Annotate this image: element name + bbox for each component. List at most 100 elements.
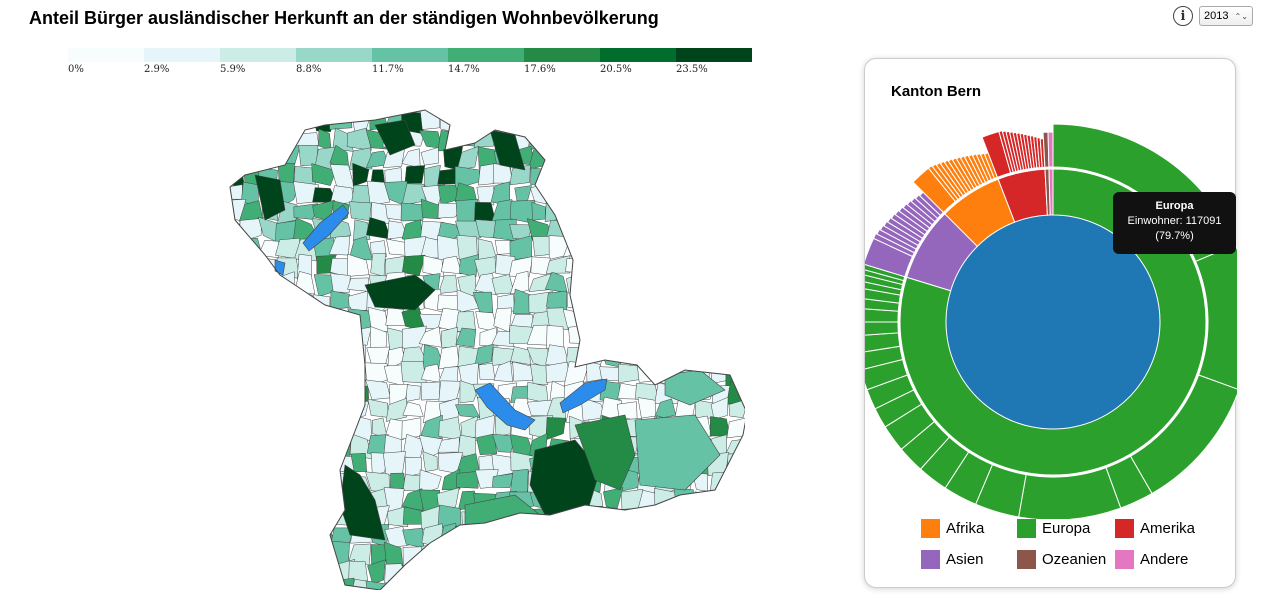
municipality[interactable] xyxy=(279,437,298,457)
municipality[interactable] xyxy=(225,561,245,579)
municipality[interactable] xyxy=(726,417,747,439)
municipality[interactable] xyxy=(599,542,625,564)
municipality[interactable] xyxy=(706,270,733,296)
municipality[interactable] xyxy=(333,345,352,368)
municipality[interactable] xyxy=(277,399,299,422)
municipality[interactable] xyxy=(275,379,296,401)
municipality[interactable] xyxy=(546,582,568,590)
municipality[interactable] xyxy=(707,255,732,277)
municipality[interactable] xyxy=(725,162,747,188)
municipality[interactable] xyxy=(455,559,480,582)
municipality[interactable] xyxy=(311,577,335,591)
municipality[interactable] xyxy=(314,546,336,563)
municipality[interactable] xyxy=(583,542,604,567)
municipality[interactable] xyxy=(635,576,659,590)
municipality[interactable] xyxy=(545,95,571,117)
municipality[interactable] xyxy=(353,219,371,242)
municipality[interactable] xyxy=(622,95,638,114)
municipality[interactable] xyxy=(641,237,661,261)
municipality[interactable] xyxy=(509,468,529,495)
municipality[interactable] xyxy=(242,127,265,151)
municipality[interactable] xyxy=(585,150,607,166)
municipality[interactable] xyxy=(419,564,446,583)
municipality[interactable] xyxy=(565,579,589,590)
municipality[interactable] xyxy=(689,326,714,351)
municipality[interactable] xyxy=(545,113,568,133)
municipality[interactable] xyxy=(348,95,373,116)
municipality[interactable] xyxy=(316,379,336,406)
municipality[interactable] xyxy=(295,561,316,585)
municipality[interactable] xyxy=(725,523,746,548)
municipality[interactable] xyxy=(293,363,315,385)
outer-slice-andere[interactable] xyxy=(1047,131,1054,168)
sunburst-center[interactable] xyxy=(946,215,1160,429)
municipality[interactable] xyxy=(311,505,333,528)
municipality[interactable] xyxy=(587,201,605,225)
municipality[interactable] xyxy=(259,272,280,296)
municipality[interactable] xyxy=(400,361,427,384)
municipality[interactable] xyxy=(258,434,278,458)
municipality[interactable] xyxy=(618,330,636,350)
municipality[interactable] xyxy=(383,418,408,441)
municipality[interactable] xyxy=(225,144,243,171)
municipality[interactable] xyxy=(639,508,661,531)
municipality[interactable] xyxy=(366,97,391,117)
municipality[interactable] xyxy=(313,454,333,476)
municipality[interactable] xyxy=(726,578,747,590)
municipality[interactable] xyxy=(385,397,408,422)
municipality[interactable] xyxy=(618,290,640,314)
municipality[interactable] xyxy=(599,345,622,368)
municipality[interactable] xyxy=(238,307,263,333)
municipality[interactable] xyxy=(725,505,747,530)
municipality[interactable] xyxy=(402,401,424,417)
municipality[interactable] xyxy=(581,182,606,203)
municipality[interactable] xyxy=(689,544,711,567)
municipality[interactable] xyxy=(713,541,732,565)
municipality[interactable] xyxy=(225,240,247,260)
municipality[interactable] xyxy=(278,326,299,350)
municipality[interactable] xyxy=(480,542,497,565)
municipality[interactable] xyxy=(491,274,515,295)
municipality[interactable] xyxy=(564,561,589,584)
municipality[interactable] xyxy=(438,416,462,441)
municipality[interactable] xyxy=(225,578,246,590)
legend-item-afrika[interactable]: Afrika xyxy=(921,519,1017,538)
municipality[interactable] xyxy=(724,217,747,240)
municipality[interactable] xyxy=(581,164,607,187)
municipality[interactable] xyxy=(528,111,551,135)
municipality[interactable] xyxy=(706,217,733,241)
municipality[interactable] xyxy=(674,526,694,550)
municipality[interactable] xyxy=(225,418,242,437)
municipality[interactable] xyxy=(724,146,745,169)
municipality[interactable] xyxy=(400,202,426,222)
municipality[interactable] xyxy=(529,95,551,114)
municipality[interactable] xyxy=(329,329,355,348)
municipality[interactable] xyxy=(275,361,300,386)
municipality[interactable] xyxy=(241,417,266,439)
municipality[interactable] xyxy=(276,95,298,113)
municipality[interactable] xyxy=(365,580,391,590)
municipality[interactable] xyxy=(713,201,729,225)
municipality[interactable] xyxy=(712,113,732,134)
municipality[interactable] xyxy=(617,185,642,207)
municipality[interactable] xyxy=(364,274,436,311)
municipality[interactable] xyxy=(617,145,643,165)
municipality[interactable] xyxy=(635,526,658,543)
municipality[interactable] xyxy=(419,469,442,495)
municipality[interactable] xyxy=(225,127,245,151)
municipality[interactable] xyxy=(743,95,747,117)
municipality[interactable] xyxy=(293,290,313,314)
municipality[interactable] xyxy=(528,131,549,150)
municipality[interactable] xyxy=(694,200,714,222)
municipality[interactable] xyxy=(657,508,680,528)
municipality[interactable] xyxy=(333,417,354,436)
municipality[interactable] xyxy=(548,134,570,153)
municipality[interactable] xyxy=(725,367,747,387)
municipality[interactable] xyxy=(531,201,546,221)
municipality[interactable] xyxy=(584,95,608,116)
municipality[interactable] xyxy=(347,308,372,331)
municipality[interactable] xyxy=(312,308,335,333)
municipality[interactable] xyxy=(711,492,732,508)
municipality[interactable] xyxy=(690,294,716,314)
municipality[interactable] xyxy=(676,328,695,350)
